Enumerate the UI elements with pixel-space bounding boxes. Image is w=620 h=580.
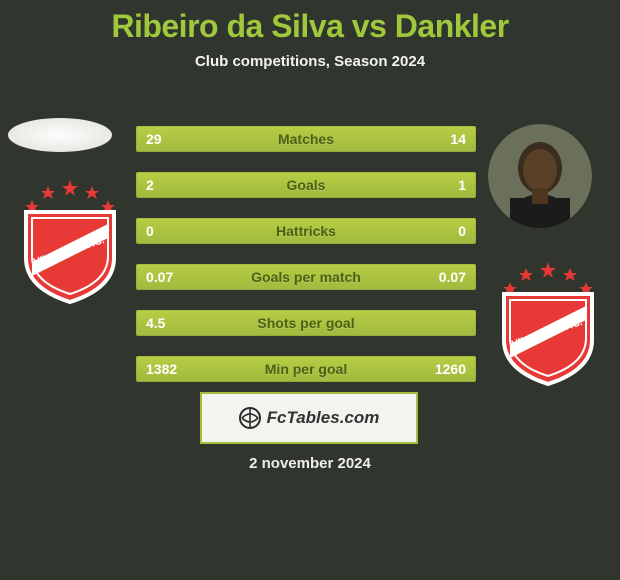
stat-label: Goals [287,177,326,193]
comparison-date: 2 november 2024 [0,455,620,472]
stat-right-value: 1 [448,172,476,198]
stat-left-value: 29 [136,126,172,152]
left-player-avatar-placeholder [8,118,112,152]
stat-row-shots-per-goal: 4.5 Shots per goal [136,310,476,336]
stat-label: Hattricks [276,223,336,239]
stat-left-value: 0.07 [136,264,183,290]
stat-row-goals-per-match: 0.07 Goals per match 0.07 [136,264,476,290]
branding-text: FcTables.com [267,408,380,428]
comparison-subtitle: Club competitions, Season 2024 [0,53,620,70]
right-club-crest: VILA NOVA F.C. [496,260,600,391]
stat-right-value: 0.07 [429,264,476,290]
stat-right-value: 14 [440,126,476,152]
stat-row-matches: 29 Matches 14 [136,126,476,152]
left-club-crest: VILA NOVA F.C. [18,178,122,309]
comparison-title: Ribeiro da Silva vs Dankler [0,0,620,45]
stat-row-goals: 2 Goals 1 [136,172,476,198]
stat-row-min-per-goal: 1382 Min per goal 1260 [136,356,476,382]
stat-label: Min per goal [265,361,347,377]
stat-left-value: 4.5 [136,310,175,336]
right-player-avatar [488,124,592,228]
stat-right-value [456,310,476,336]
stat-left-value: 1382 [136,356,187,382]
fctables-logo-icon [239,407,261,429]
stat-label: Matches [278,131,334,147]
stat-label: Shots per goal [257,315,354,331]
stat-left-value: 2 [136,172,164,198]
stat-row-hattricks: 0 Hattricks 0 [136,218,476,244]
stat-right-value: 0 [448,218,476,244]
stat-bar-list: 29 Matches 14 2 Goals 1 0 Hattricks 0 0.… [136,126,476,402]
stat-right-value: 1260 [425,356,476,382]
branding-card: FcTables.com [200,392,418,444]
stat-label: Goals per match [251,269,361,285]
stat-left-value: 0 [136,218,164,244]
